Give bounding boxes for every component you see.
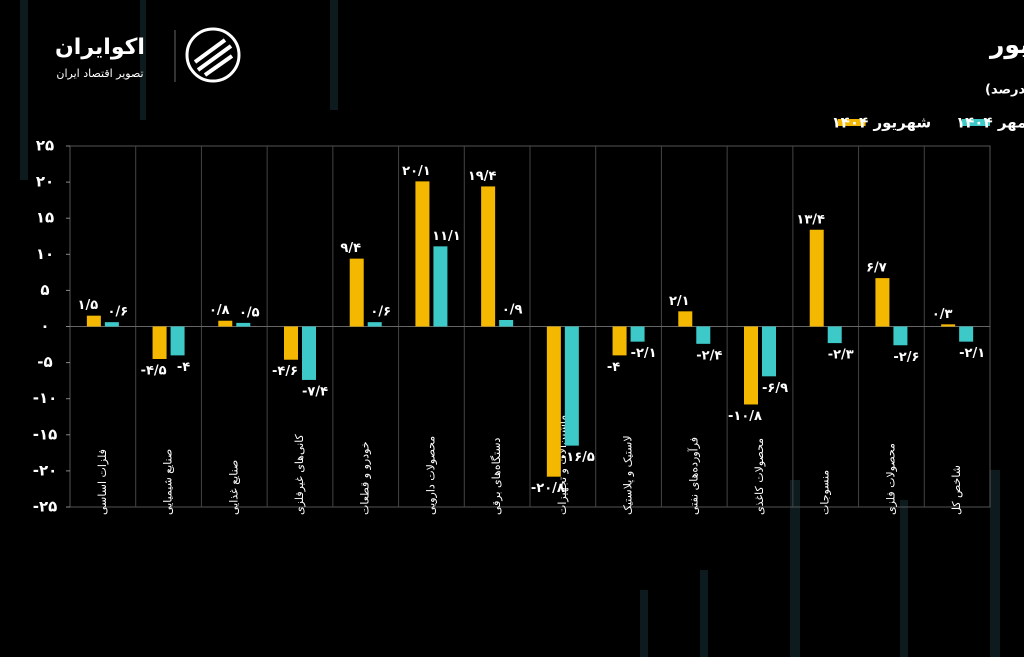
x-tick-label: محصولات فلزی <box>884 443 897 515</box>
value-label: ۲/۱ <box>669 294 690 309</box>
bar <box>762 326 776 377</box>
legend-swatch <box>837 119 866 126</box>
bar <box>827 326 842 344</box>
bar <box>433 246 448 327</box>
legend-swatch <box>962 119 990 126</box>
bar <box>959 326 974 342</box>
value-label: -۶/۹ <box>762 381 788 396</box>
value-label: ۹/۴ <box>340 241 361 256</box>
value-label: -۲/۱ <box>959 346 985 361</box>
value-label: ۰/۸ <box>209 303 230 318</box>
bar <box>546 326 561 477</box>
y-tick-label: ۱۰ <box>36 245 54 263</box>
bar <box>481 186 496 327</box>
x-tick-label: صنایع غذایی <box>227 460 240 515</box>
legend-label: مهر ۱۴۰۴ <box>956 114 1024 132</box>
bar <box>499 320 514 327</box>
y-tick-label: ۵ <box>40 281 49 299</box>
x-tick-label: دستگاه‌های برقی <box>490 437 503 515</box>
value-label: -۲/۳ <box>828 348 854 363</box>
x-tick-label: لاستیک و پلاستیک <box>622 435 635 515</box>
bar <box>893 326 908 346</box>
x-tick-label: منسوجات <box>819 470 832 515</box>
y-tick-label: -۵ <box>37 353 52 371</box>
x-tick-label: شاخص کل <box>950 465 963 515</box>
background-decoration <box>20 0 1000 657</box>
y-tick-label: ۱۵ <box>36 209 54 227</box>
value-label: ۰/۶ <box>370 305 391 320</box>
bar <box>875 278 890 327</box>
bar <box>564 326 579 446</box>
value-label: ۱/۵ <box>78 298 99 313</box>
bar <box>678 311 693 327</box>
y-tick-label: -۱۰ <box>33 389 58 407</box>
value-label: ۶/۷ <box>866 261 887 276</box>
y-tick-label: ۲۰ <box>36 173 54 191</box>
value-label: -۷/۴ <box>302 384 328 399</box>
value-label: -۴ <box>177 360 190 375</box>
value-label: -۴/۶ <box>272 364 298 379</box>
y-tick-label: ۰ <box>40 317 49 335</box>
y-tick-label: -۲۰ <box>33 461 58 479</box>
value-label: -۱۶/۵ <box>561 450 595 465</box>
bar <box>152 326 167 359</box>
value-label: -۴/۵ <box>141 363 167 378</box>
y-tick-label: -۱۵ <box>33 425 58 443</box>
value-label: ۰/۵ <box>239 305 260 320</box>
bar <box>367 322 382 327</box>
value-label: ۰/۹ <box>502 303 523 318</box>
brand-tagline: تصویر اقتصاد ایران <box>56 67 143 80</box>
x-tick-label: کانی‌های غیرفلزی <box>293 433 306 515</box>
x-tick-label: محصولات دارویی <box>424 436 437 515</box>
bar <box>302 326 316 380</box>
x-tick-label: محصولات کاغذی <box>753 438 766 515</box>
bar <box>809 229 824 327</box>
value-label: -۲/۶ <box>893 350 919 365</box>
x-tick-label: فرآورده‌های نفتی <box>686 437 700 515</box>
bar <box>236 322 251 327</box>
logo <box>174 27 241 83</box>
bar <box>170 326 185 356</box>
bar <box>104 322 119 327</box>
value-label: -۱۰/۸ <box>728 409 762 424</box>
bar <box>941 324 956 327</box>
brand-name: اکوایران <box>55 35 145 60</box>
value-label: -۲۰/۸ <box>531 481 565 496</box>
value-label: -۲/۱ <box>631 346 657 361</box>
chart-title: رشد شاخص تولید صنعتی مهر ۱۴۰۴ نسبت به شه… <box>988 30 1024 60</box>
value-label: ۲۰/۱ <box>402 164 431 179</box>
bar <box>218 320 233 327</box>
chart-subtitle: (واحد: درصد) <box>985 83 1024 98</box>
bar <box>630 326 645 342</box>
bar <box>744 326 758 405</box>
value-label: ۰/۳ <box>932 307 953 322</box>
value-label: ۱۱/۱ <box>432 229 461 244</box>
x-tick-label: فلزات اساسی <box>96 449 109 515</box>
bar <box>696 326 711 344</box>
bar <box>284 326 298 360</box>
bar <box>349 258 364 327</box>
y-tick-label: -۲۵ <box>33 498 58 516</box>
value-label: ۱۳/۴ <box>796 212 825 227</box>
value-label: -۴ <box>607 360 620 375</box>
x-tick-label: خودرو و قطعات <box>359 441 372 515</box>
value-label: -۲/۴ <box>696 348 722 363</box>
bar <box>612 326 627 356</box>
bar <box>415 181 430 327</box>
x-tick-label: صنایع شیمیایی <box>162 449 175 515</box>
legend-label: شهریور ۱۴۰۴ <box>832 114 932 132</box>
bar <box>86 315 101 327</box>
y-tick-label: ۲۵ <box>36 137 54 155</box>
value-label: ۰/۶ <box>108 305 129 320</box>
value-label: ۱۹/۴ <box>468 169 497 184</box>
